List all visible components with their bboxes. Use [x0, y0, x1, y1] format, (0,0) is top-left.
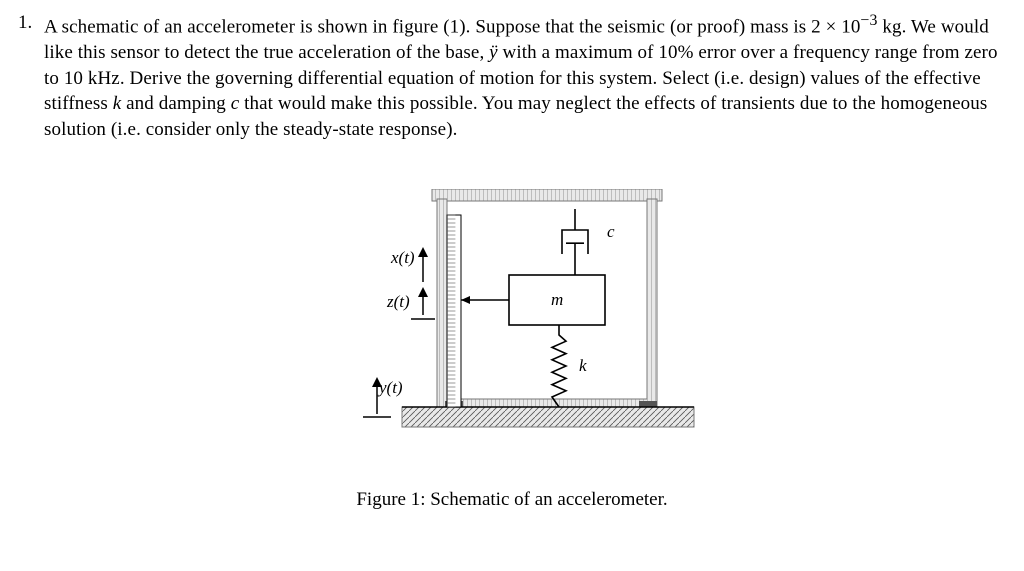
- svg-text:y(t): y(t): [377, 378, 403, 397]
- figure-caption: Figure 1: Schematic of an accelerometer.: [18, 489, 1006, 511]
- svg-text:z(t): z(t): [386, 292, 410, 311]
- svg-text:k: k: [579, 356, 587, 375]
- problem-number: 1.: [18, 10, 44, 36]
- figure-container: c m k x(t) z(t) y(t): [18, 189, 1006, 459]
- svg-text:m: m: [551, 290, 563, 309]
- problem-block: 1. A schematic of an accelerometer is sh…: [18, 10, 1006, 143]
- problem-text: A schematic of an accelerometer is shown…: [44, 10, 1006, 143]
- accelerometer-schematic: c m k x(t) z(t) y(t): [307, 189, 717, 459]
- svg-text:c: c: [607, 222, 615, 241]
- svg-text:x(t): x(t): [390, 248, 415, 267]
